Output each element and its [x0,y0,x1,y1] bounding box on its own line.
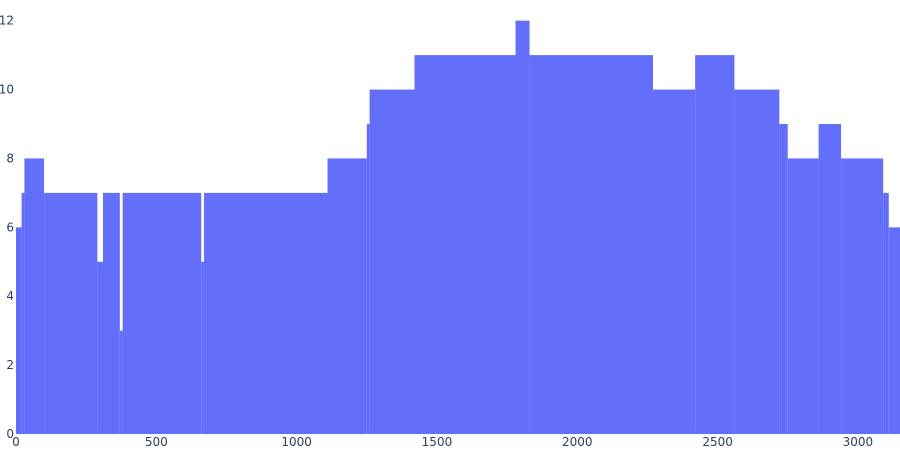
y-tick-label: 0 [6,427,14,441]
bar-segment [369,89,415,435]
y-tick-label: 6 [6,220,14,234]
x-tick-label: 2500 [702,435,733,449]
x-tick-label: 2000 [562,435,593,449]
x-tick-label: 500 [145,435,168,449]
bar-segment [24,158,45,434]
y-tick-label: 4 [6,289,14,303]
bars-layer [16,20,900,435]
bar-segment [102,192,120,434]
bar-segment [327,158,367,434]
bar-segment [414,55,516,434]
bar-segment [16,227,22,434]
y-tick-label: 8 [6,151,14,165]
bar-segment [818,124,842,434]
bar-segment [119,330,123,434]
bar-segment [779,124,788,434]
x-tick-label: 1500 [422,435,453,449]
bar-segment [366,124,370,434]
bar-segment [204,192,328,434]
bar-segment [883,192,889,434]
bar-segment [529,55,654,434]
bar-segment [787,158,819,434]
bar-segment [515,20,530,435]
x-tick-label: 3000 [843,435,874,449]
bar-segment [44,192,98,434]
bar-segment [695,55,735,434]
bar-segment [122,192,202,434]
y-tick-label: 2 [6,358,14,372]
bar-segment [201,261,205,434]
bar-segment [841,158,884,434]
bar-segment [888,227,900,434]
bar-segment [653,89,696,435]
bar-segment [97,261,103,434]
y-axis-ticks: 0 2 4 6 8 10 12 [0,14,14,441]
bar-segment [734,89,780,435]
x-tick-label: 1000 [281,435,312,449]
y-tick-label: 12 [0,14,14,28]
x-axis-ticks: 0 500 1000 1500 2000 2500 3000 [12,435,873,449]
x-tick-label: 0 [12,435,20,449]
y-tick-label: 10 [0,83,14,97]
bar-segment [21,192,25,434]
